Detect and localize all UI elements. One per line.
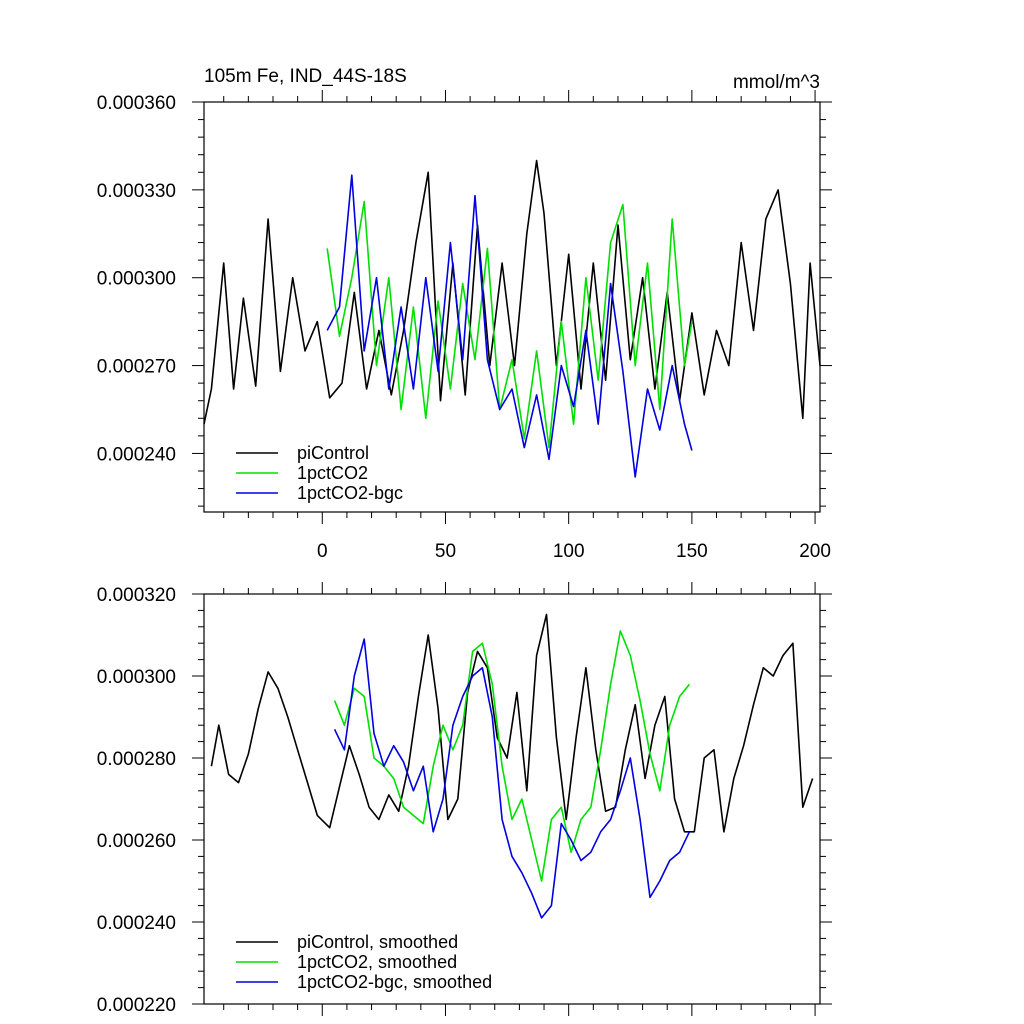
y-tick-label: 0.000270 xyxy=(97,357,176,378)
y-tick-label: 0.000240 xyxy=(97,444,176,465)
series-line-picontrol-smoothed xyxy=(210,613,814,833)
legend-label: 1pctCO2 xyxy=(297,463,368,483)
bottom-panel: 0.000220 0.000240 0.000260 0.000280 0.000300… xyxy=(97,582,832,1016)
x-tick-label: 0 xyxy=(317,541,328,562)
x-tick-label: 50 xyxy=(435,541,456,562)
plot-frame xyxy=(203,593,821,1005)
legend-label: piControl xyxy=(297,443,369,463)
y-tick-label: 0.000320 xyxy=(97,585,176,606)
y-tick-label: 0.000330 xyxy=(97,181,176,202)
plot-frame xyxy=(203,101,821,513)
series-line-picontrol xyxy=(203,159,821,425)
legend-label: 1pctCO2, smoothed xyxy=(297,952,457,972)
y-tick-label: 0.000280 xyxy=(97,749,176,770)
top-panel: 105m Fe, IND_44S-18S mmol/m^3 0 50 100 150 2… xyxy=(97,66,832,562)
series-line-1pctco2 xyxy=(326,200,693,449)
series-line-1pctco2-smoothed xyxy=(333,630,691,882)
legend-label: piControl, smoothed xyxy=(297,932,458,952)
chart-title: 105m Fe, IND_44S-18S xyxy=(204,66,407,87)
y-tick-label: 0.000360 xyxy=(97,93,176,114)
series-line-1pctco2-bgc-smoothed xyxy=(333,638,691,919)
x-tick-label: 100 xyxy=(553,541,585,562)
y-tick-label: 0.000220 xyxy=(97,995,176,1016)
x-tick-label: 150 xyxy=(676,541,708,562)
legend-label: 1pctCO2-bgc xyxy=(297,483,403,503)
legend-label: 1pctCO2-bgc, smoothed xyxy=(297,972,492,992)
x-tick-label: 200 xyxy=(799,541,831,562)
y-tick-label: 0.000300 xyxy=(97,667,176,688)
y-tick-label: 0.000300 xyxy=(97,269,176,290)
units-label: mmol/m^3 xyxy=(733,72,820,93)
y-tick-label: 0.000260 xyxy=(97,831,176,852)
series-line-1pctco2-bgc xyxy=(326,174,693,478)
y-tick-label: 0.000240 xyxy=(97,913,176,934)
